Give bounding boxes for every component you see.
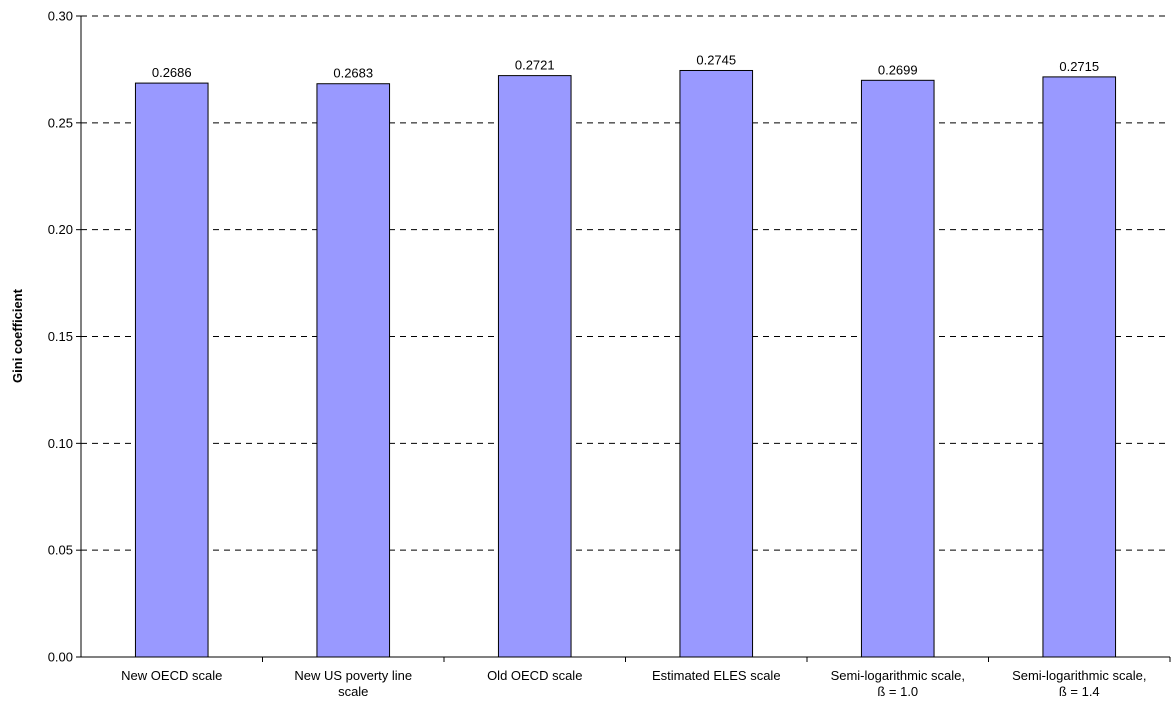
gridlines [81, 15, 1170, 551]
bar [860, 79, 935, 658]
x-category-label: New US poverty line scale [294, 668, 412, 699]
data-label: 0.2683 [333, 66, 373, 81]
x-category-label-line: Estimated ELES scale [652, 668, 781, 683]
x-category-label-line: New OECD scale [121, 668, 222, 683]
data-label: 0.2686 [152, 65, 192, 80]
data-label: 0.2745 [696, 52, 736, 67]
y-axis-title: Gini coefficient [10, 288, 25, 383]
labels: 0.00 0.05 0.10 0.15 0.20 0.25 0.30 0.2686 New OE… [48, 9, 1147, 700]
x-category-label-line: Old OECD scale [487, 668, 582, 683]
y-tick-label: 0.10 [48, 436, 73, 451]
x-category-label: Semi-logarithmic scale, ß = 1.0 [831, 668, 965, 699]
bars [134, 69, 1117, 658]
bar [316, 83, 391, 658]
x-category-label: Old OECD scale [487, 668, 582, 683]
axes [76, 15, 1171, 662]
x-category-label: Estimated ELES scale [652, 668, 781, 683]
y-tick-label: 0.05 [48, 543, 73, 558]
y-tick-label: 0.00 [48, 650, 73, 665]
data-label: 0.2699 [878, 62, 918, 77]
x-category-label-line: scale [338, 684, 368, 699]
y-tick-label: 0.25 [48, 115, 73, 130]
data-label: 0.2715 [1059, 59, 1099, 74]
data-label: 0.2721 [515, 58, 555, 73]
bar [679, 69, 754, 658]
x-category-label: Semi-logarithmic scale, ß = 1.4 [1012, 668, 1146, 699]
y-tick-label: 0.30 [48, 9, 73, 24]
y-tick-label: 0.20 [48, 222, 73, 237]
x-category-label-line: Semi-logarithmic scale, [1012, 668, 1146, 683]
bar [134, 82, 209, 658]
x-category-label: New OECD scale [121, 668, 222, 683]
x-category-label-line: Semi-logarithmic scale, [831, 668, 965, 683]
y-tick-label: 0.15 [48, 329, 73, 344]
x-category-label-line: ß = 1.0 [877, 684, 918, 699]
x-category-label-line: ß = 1.4 [1059, 684, 1100, 699]
bar [497, 75, 572, 658]
bar [1042, 76, 1117, 658]
x-category-label-line: New US poverty line [294, 668, 412, 683]
